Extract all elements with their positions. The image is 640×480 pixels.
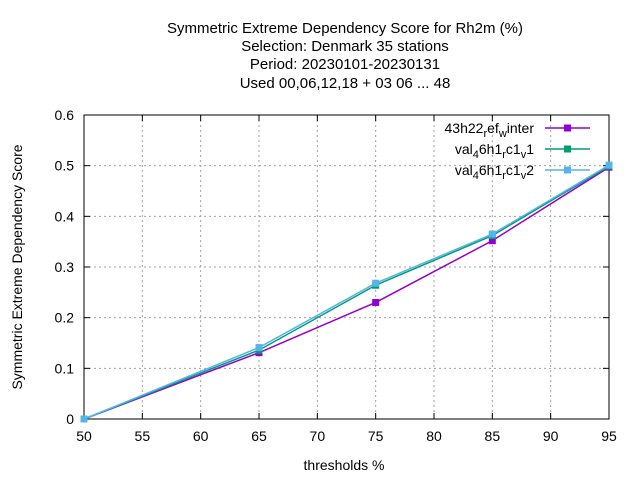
series-2	[80, 162, 613, 423]
series-layer	[80, 161, 613, 423]
data-point	[80, 415, 88, 423]
series-1	[80, 163, 613, 423]
data-point	[372, 279, 380, 287]
legend-marker	[564, 124, 571, 132]
title-line-4: Used 00,06,12,18 + 03 06 ... 48	[240, 75, 451, 92]
data-point	[488, 237, 496, 245]
series-3	[80, 161, 613, 423]
legend-entry: 43h22refwinter	[445, 120, 590, 140]
y-axis-label: Symmetric Extreme Dependency Score	[9, 144, 25, 389]
x-tick-label: 55	[135, 428, 151, 444]
legend-label: val46h1rc1v1	[455, 141, 534, 161]
x-tick-label: 75	[368, 428, 384, 444]
x-tick-label: 70	[310, 428, 326, 444]
title-line-2: Selection: Denmark 35 stations	[241, 38, 449, 55]
x-tick-label: 95	[601, 428, 617, 444]
legend-entry: val46h1rc1v1	[455, 141, 590, 161]
plot-frame	[83, 114, 610, 420]
chart-title: Symmetric Extreme Dependency Score for R…	[167, 20, 523, 92]
legend-marker	[564, 145, 571, 153]
y-tick-label: 0.3	[55, 259, 75, 275]
x-tick-label: 65	[251, 428, 267, 444]
data-point	[372, 298, 380, 306]
x-tick-label: 60	[193, 428, 209, 444]
data-point	[255, 344, 263, 352]
y-tick-label: 0.2	[55, 310, 75, 326]
axis-ticks: 50 55 60 65 70 75 80 85 90 95 0 0.1 0.2 0.3 0.4 0.5 0.6	[55, 107, 617, 444]
legend-label: 43h22refwinter	[445, 120, 535, 140]
y-tick-label: 0.6	[55, 107, 75, 123]
title-line-1: Symmetric Extreme Dependency Score for R…	[167, 20, 523, 37]
series-line	[83, 165, 610, 420]
data-point	[488, 230, 496, 238]
legend-label: val46h1rc1v2	[455, 162, 534, 182]
legend-entry: val46h1rc1v2	[455, 162, 590, 182]
x-tick-label: 80	[426, 428, 442, 444]
title-line-3: Period: 20230101-20230131	[250, 56, 440, 73]
legend-marker	[564, 166, 571, 174]
series-line	[83, 166, 610, 420]
y-tick-label: 0.1	[55, 360, 75, 376]
data-point	[605, 161, 613, 169]
x-tick-label: 90	[543, 428, 559, 444]
x-tick-label: 85	[485, 428, 501, 444]
grid	[84, 115, 609, 419]
y-tick-label: 0	[66, 411, 74, 427]
series-line	[83, 164, 610, 420]
y-tick-label: 0.4	[55, 208, 75, 224]
x-axis-label: thresholds %	[304, 457, 385, 473]
y-tick-label: 0.5	[55, 158, 75, 174]
x-tick-label: 50	[76, 428, 92, 444]
